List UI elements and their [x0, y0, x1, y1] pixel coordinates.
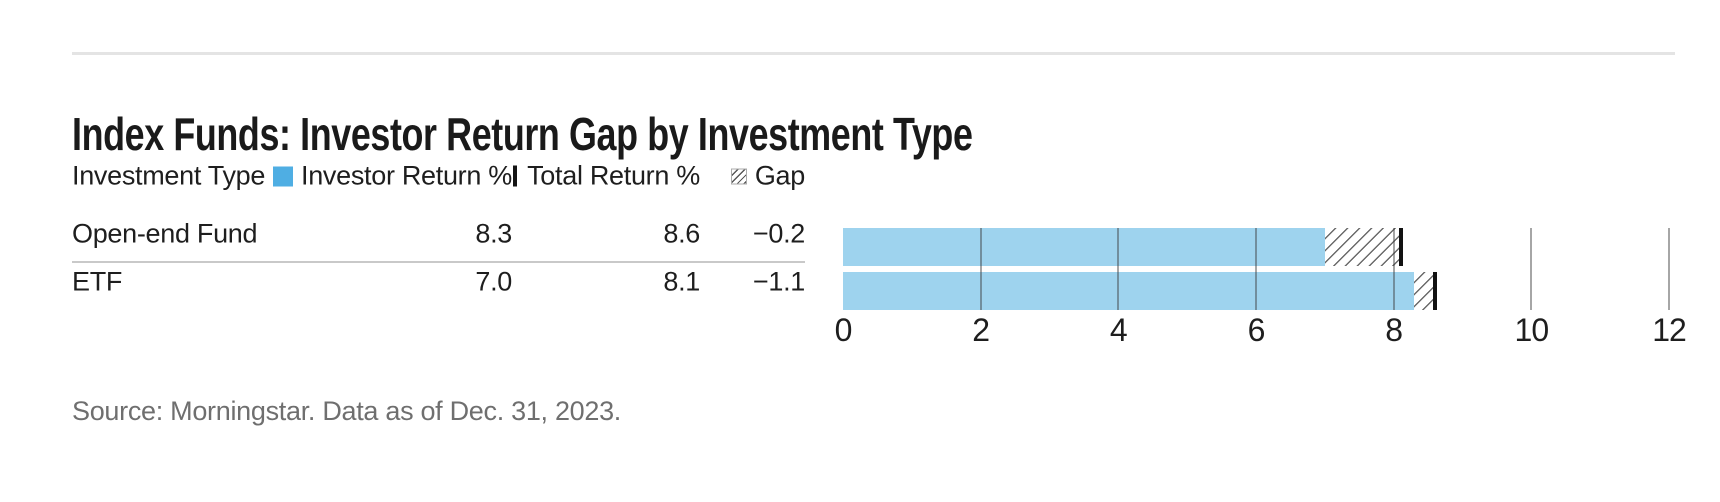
legend-label: Total Return %	[527, 160, 700, 191]
gap-value: −1.1	[752, 266, 805, 297]
total-return-value: 8.6	[663, 218, 700, 248]
gridline	[1117, 228, 1120, 310]
investor-return-bar	[843, 272, 1415, 310]
total-return-marker-icon	[513, 165, 518, 187]
legend-item-total-return: Total Return %	[513, 161, 700, 192]
investor-return-bar	[843, 228, 1325, 266]
top-divider	[72, 52, 1675, 55]
gap-value: −0.2	[752, 218, 805, 248]
bar-row-open-end-fund	[843, 272, 1669, 310]
x-tick-label: 4	[1109, 312, 1128, 348]
gridline	[979, 228, 982, 310]
row-label: Open-end Fund	[72, 218, 258, 248]
x-tick-label: 2	[972, 312, 990, 348]
total-return-value: 8.1	[663, 266, 700, 297]
table-header-row: Investment Type Investor Return % Total …	[72, 160, 805, 192]
page-title: Index Funds: Investor Return Gap by Inve…	[72, 107, 973, 160]
bar-row-etf	[843, 228, 1669, 266]
legend-label: Gap	[754, 160, 805, 191]
legend-item-investor-return: Investor Return %	[273, 161, 512, 192]
legend-label: Investor Return %	[301, 160, 512, 191]
x-tick-label: 10	[1514, 312, 1550, 348]
column-header-investment-type: Investment Type	[72, 160, 266, 191]
x-tick-label: 12	[1652, 312, 1687, 348]
gridline	[1668, 228, 1670, 310]
gap-hatch-area	[1414, 272, 1435, 310]
x-tick-label: 8	[1385, 312, 1403, 348]
x-tick-label: 6	[1247, 312, 1266, 348]
gap-hatch-icon	[730, 168, 747, 184]
gap-hatch-area	[1324, 228, 1401, 266]
return-table: Investment Type Investor Return % Total …	[72, 160, 805, 301]
legend-item-gap: Gap	[730, 160, 805, 192]
investor-return-value: 7.0	[475, 266, 512, 297]
source-note: Source: Morningstar. Data as of Dec. 31,…	[72, 396, 622, 426]
x-axis: 0 2 4 6 8 10 12	[835, 312, 1687, 348]
total-return-marker	[1398, 228, 1403, 266]
table-row: Open-end Fund 8.3 8.6 −0.2	[72, 206, 805, 263]
x-tick-label: 0	[834, 312, 853, 348]
gridline	[1255, 228, 1257, 310]
gridline	[1392, 228, 1395, 310]
row-label: ETF	[72, 266, 123, 297]
gridline	[1530, 228, 1533, 310]
investor-return-swatch-icon	[273, 166, 293, 186]
total-return-marker	[1432, 272, 1437, 310]
investor-return-value: 8.3	[475, 218, 512, 248]
table-row: ETF 7.0 8.1 −1.1	[72, 263, 805, 301]
bar-chart: 0 2 4 6 8 10 12	[835, 228, 1687, 348]
